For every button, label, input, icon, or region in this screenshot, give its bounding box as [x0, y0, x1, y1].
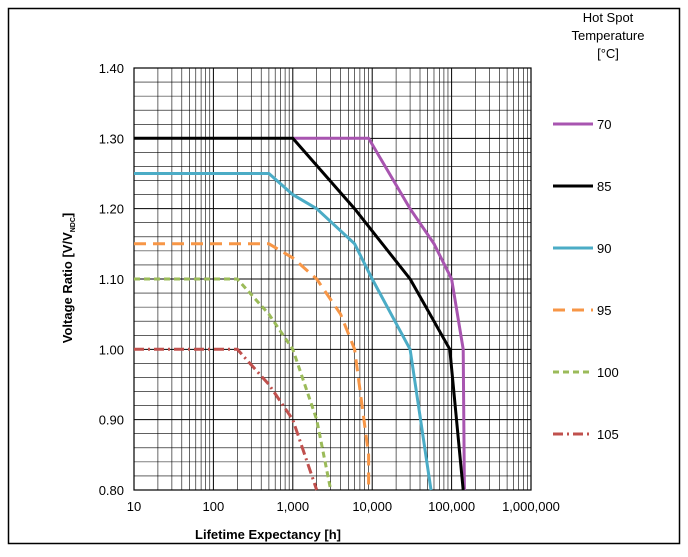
x-tick-labels: 10 100 1,000 10,000 100,000 1,000,000 — [127, 499, 560, 514]
y-axis-label-sub: NDC — [70, 217, 77, 232]
legend-label-90: 90 — [597, 241, 611, 256]
legend-label-105: 105 — [597, 427, 619, 442]
legend-title-line3: [°C] — [597, 46, 619, 61]
x-tick-label: 10 — [127, 499, 141, 514]
legend-title-line1: Hot Spot — [583, 10, 634, 25]
x-tick-label: 1,000 — [277, 499, 310, 514]
series-line-70 — [292, 136, 466, 491]
y-tick-label: 1.40 — [99, 61, 124, 76]
legend-label-95: 95 — [597, 303, 611, 318]
y-tick-labels: 0.80 0.90 1.00 1.10 1.20 1.30 1.40 — [99, 61, 124, 498]
y-axis-label-end: ] — [60, 213, 75, 217]
y-tick-label: 0.90 — [99, 413, 124, 428]
y-tick-label: 1.20 — [99, 202, 124, 217]
y-tick-label: 0.80 — [99, 483, 124, 498]
y-tick-label: 1.00 — [99, 342, 124, 357]
x-tick-label: 1,000,000 — [502, 499, 560, 514]
legend-items: 70 85 90 95 100 105 — [553, 117, 619, 442]
legend-label-70: 70 — [597, 117, 611, 132]
series-layer — [134, 136, 466, 491]
legend: Hot Spot Temperature [°C] 70 85 90 95 100 105 — [553, 10, 644, 442]
series-line-100 — [134, 277, 333, 491]
x-tick-label: 100 — [203, 499, 225, 514]
series-line-85 — [134, 136, 465, 491]
legend-title-line2: Temperature — [572, 28, 645, 43]
series-line-95 — [134, 242, 371, 490]
x-axis-label: Lifetime Expectancy [h] — [195, 527, 341, 542]
y-tick-label: 1.30 — [99, 131, 124, 146]
legend-label-85: 85 — [597, 179, 611, 194]
x-tick-label: 10,000 — [352, 499, 392, 514]
series-line-90 — [134, 172, 433, 491]
y-axis-label-main: Voltage Ratio [V/V — [60, 232, 75, 343]
legend-label-100: 100 — [597, 365, 619, 380]
y-axis-label: Voltage Ratio [V/VNDC] — [60, 213, 77, 344]
series-line-105 — [134, 347, 319, 491]
y-tick-label: 1.10 — [99, 272, 124, 287]
x-tick-label: 100,000 — [428, 499, 475, 514]
chart-border — [7, 7, 681, 545]
